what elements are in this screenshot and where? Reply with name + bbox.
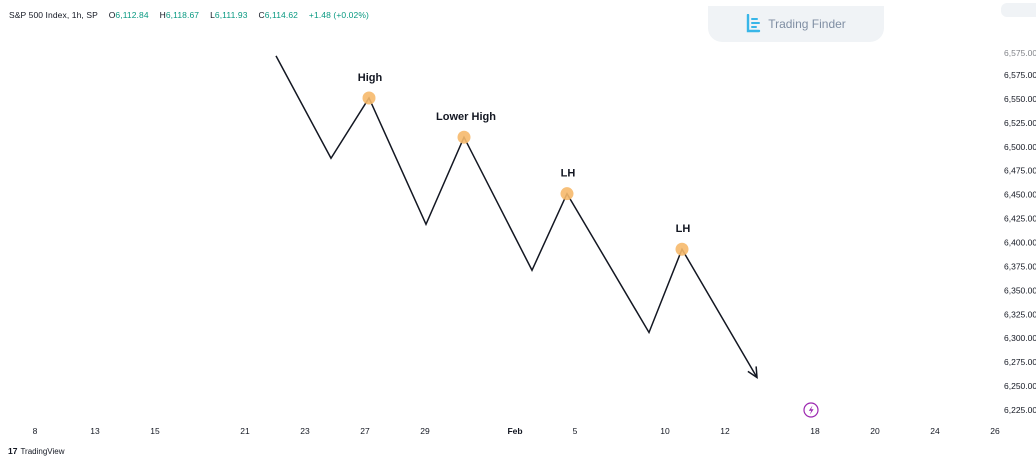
y-tick-label: 6,375.00 [1004,261,1036,271]
open-value: 6,112.84 [115,10,149,20]
brand-name: Trading Finder [768,17,846,31]
trend-arrowhead [747,366,758,379]
close-key: C [258,10,265,20]
low-key: L [210,10,215,20]
x-tick-label: 8 [33,426,38,436]
y-tick-label: 6,500.00 [1004,142,1036,152]
x-tick-label: 15 [150,426,160,436]
tradingview-logo-icon: 17 [8,446,18,456]
x-tick-label: 24 [930,426,940,436]
high-key: H [159,10,166,20]
swing-high-label: High [358,72,383,84]
y-tick-label: 6,425.00 [1004,214,1036,224]
y-tick-label: 6,525.00 [1004,118,1036,128]
x-tick-label: 23 [300,426,310,436]
plot-area: High Lower High LH LH [275,55,758,379]
brand-badge: Trading Finder [708,6,884,42]
x-tick-label: 29 [420,426,430,436]
y-tick-label: 6,450.00 [1004,190,1036,200]
scale-corner-tab [1001,3,1036,17]
tradingview-footer: 17 TradingView [8,446,65,456]
y-tick-label: 6,300.00 [1004,333,1036,343]
x-tick-label: Feb [507,426,522,436]
y-tick-label: 6,575.00 [1004,70,1036,80]
y-tick-label: 6,325.00 [1004,309,1036,319]
time-axis[interactable]: 8 13 15 21 23 27 29 Feb 5 10 12 18 20 24 26 [33,426,1000,436]
x-tick-label: 18 [810,426,820,436]
y-tick-label: 6,275.00 [1004,357,1036,367]
x-tick-label: 5 [573,426,578,436]
swing-high-marker [675,242,689,256]
y-tick-label: 6,225.00 [1004,405,1036,415]
x-tick-label: 20 [870,426,880,436]
price-zigzag-line [275,55,758,378]
low-value: 6,111.93 [214,10,248,20]
swing-high-label: LH [676,223,691,235]
y-tick-label: 6,350.00 [1004,285,1036,295]
swing-high-marker [560,187,574,201]
symbol-label: S&P 500 Index, 1h, SP [9,10,98,20]
tradingview-label: TradingView [20,446,65,456]
y-tick-label: 6,400.00 [1004,238,1036,248]
swing-high-label: LH [561,168,576,180]
swing-high-label: Lower High [436,111,496,123]
x-tick-label: 27 [360,426,370,436]
y-tick-label-partial: 6,575.00 [1004,48,1036,58]
swing-high-marker [362,91,376,105]
price-axis[interactable]: 6,575.00 6,550.00 6,525.00 6,500.00 6,475.00… [1004,48,1036,415]
lightning-event-icon[interactable] [803,402,819,418]
swing-high-marker [457,130,471,144]
x-tick-label: 13 [90,426,100,436]
change-value: +1.48 (+0.02%) [308,10,369,20]
y-tick-label: 6,250.00 [1004,381,1036,391]
close-value: 6,114.62 [264,10,298,20]
ohlc-legend: S&P 500 Index, 1h, SP O6,112.84 H6,118.6… [9,10,369,20]
high-value: 6,118.67 [165,10,200,20]
x-tick-label: 21 [240,426,250,436]
x-tick-label: 12 [720,426,730,436]
y-tick-label: 6,475.00 [1004,166,1036,176]
x-tick-label: 10 [660,426,670,436]
x-tick-label: 26 [990,426,1000,436]
trading-finder-logo-icon [747,14,761,33]
open-key: O [108,10,116,20]
y-tick-label: 6,550.00 [1004,94,1036,104]
